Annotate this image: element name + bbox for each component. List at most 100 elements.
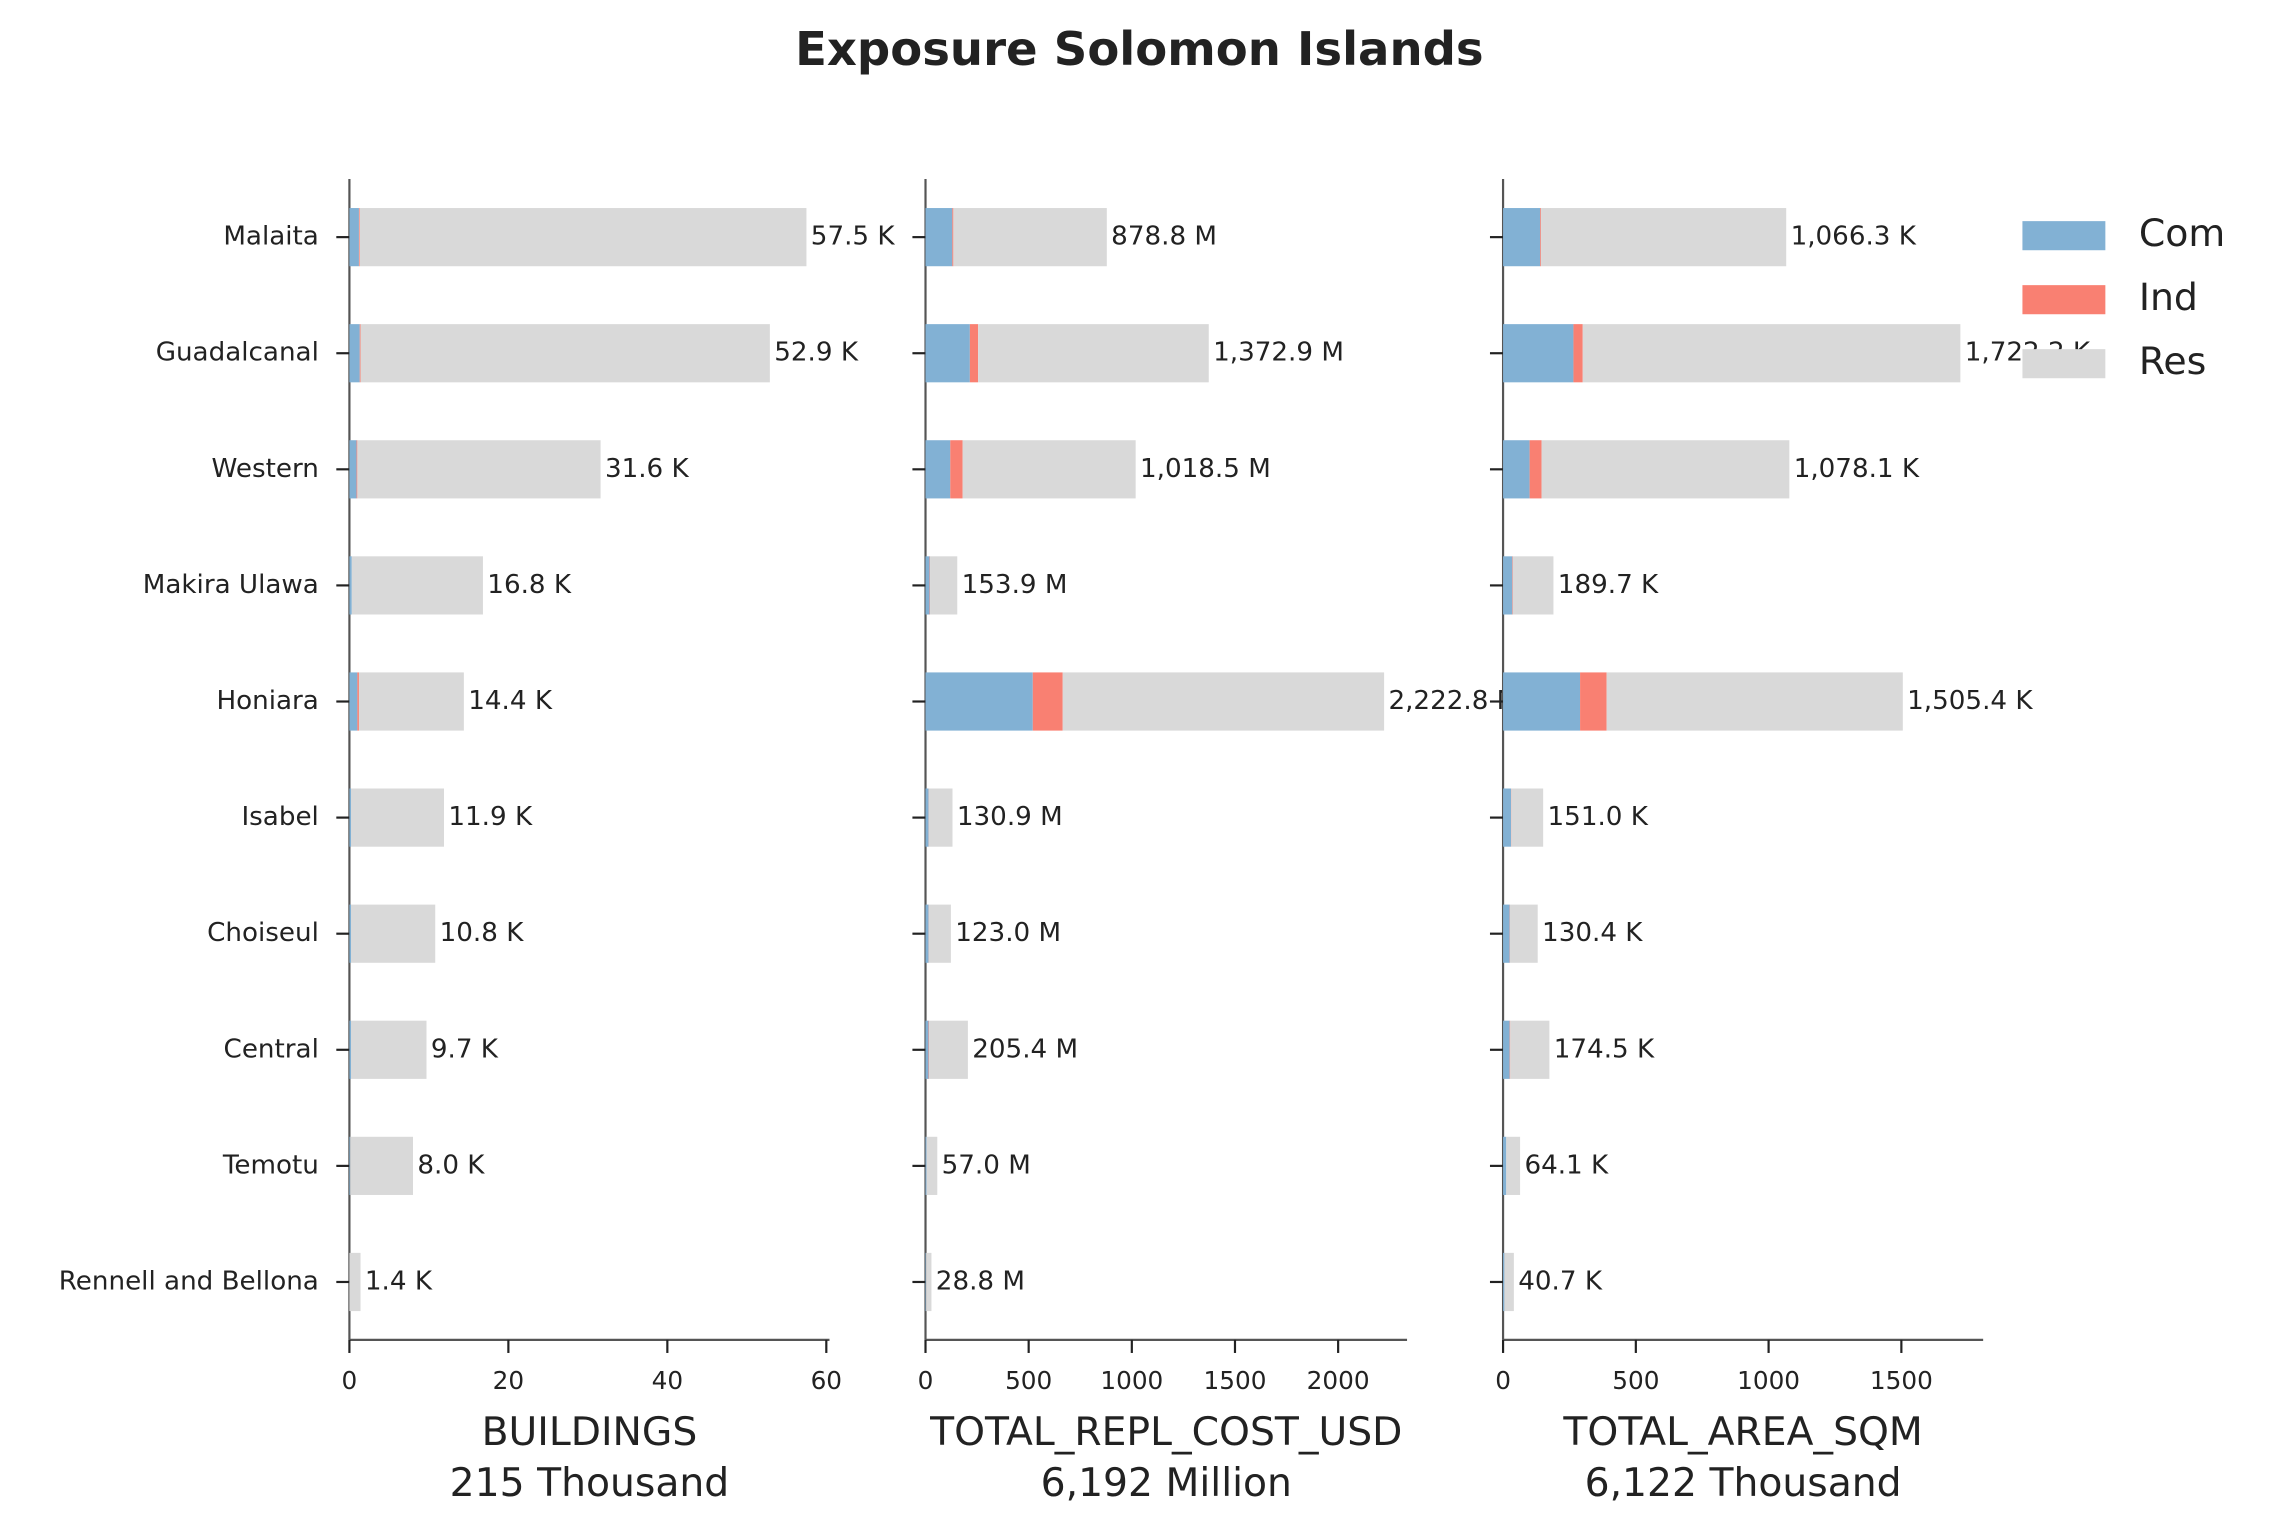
value-label: 878.8 M <box>1111 222 1217 252</box>
value-label: 123.0 M <box>955 918 1061 948</box>
bar-segment <box>1503 672 1581 731</box>
bar-segment <box>953 208 1107 267</box>
y-tick-label: Makira Ulawa <box>143 570 319 600</box>
bar-segment <box>1503 208 1541 267</box>
value-label: 1.4 K <box>365 1266 433 1296</box>
legend-label: Ind <box>2139 275 2198 319</box>
legend-swatch <box>2022 349 2106 379</box>
x-tick-label: 1500 <box>1204 1366 1267 1395</box>
bar-segment <box>925 904 929 963</box>
x-tick-label: 40 <box>652 1366 683 1395</box>
value-label: 205.4 M <box>972 1034 1078 1064</box>
x-axis-title: TOTAL_AREA_SQM <box>1562 1410 1922 1455</box>
bar-segment <box>1509 1020 1511 1079</box>
bar-segment <box>1503 324 1574 383</box>
bar-segment <box>1503 904 1510 963</box>
bar-segment <box>1509 904 1538 963</box>
bar-segment <box>359 324 361 383</box>
legend-label: Com <box>2139 211 2225 255</box>
bar-segment <box>359 208 807 267</box>
x-tick-label: 1000 <box>1737 1366 1800 1395</box>
value-label: 40.7 K <box>1518 1266 1603 1296</box>
bar-segment <box>1541 208 1787 267</box>
x-tick-label: 20 <box>493 1366 524 1395</box>
value-label: 57.0 M <box>942 1150 1031 1180</box>
bar-segment <box>1512 556 1554 615</box>
bar-segment <box>1606 672 1903 731</box>
y-tick-label: Western <box>212 454 319 484</box>
value-label: 11.9 K <box>448 802 533 832</box>
y-tick-label: Guadalcanal <box>156 338 319 368</box>
value-label: 1,078.1 K <box>1794 454 1920 484</box>
bar-segment <box>969 324 979 383</box>
x-tick-label: 0 <box>342 1366 358 1395</box>
value-label: 189.7 K <box>1558 570 1659 600</box>
bar-segment <box>350 1020 427 1079</box>
bar-segment <box>925 208 953 267</box>
legend-swatch <box>2022 285 2106 315</box>
bar-segment <box>926 1136 938 1195</box>
value-label: 151.0 K <box>1548 802 1649 832</box>
bar-segment <box>1510 1020 1550 1079</box>
bar-segment <box>1529 440 1542 499</box>
value-label: 153.9 M <box>962 570 1068 600</box>
bar-segment <box>1032 672 1063 731</box>
x-tick-label: 1500 <box>1870 1366 1933 1395</box>
bar-segment <box>1503 1020 1510 1079</box>
bar-segment <box>350 788 444 847</box>
bar-segment <box>358 672 464 731</box>
bar-segment <box>928 788 953 847</box>
bar-segment <box>978 324 1209 383</box>
bar-segment <box>1511 788 1544 847</box>
value-label: 64.1 K <box>1524 1150 1609 1180</box>
bar-segment <box>925 324 970 383</box>
x-axis-subtitle: 215 Thousand <box>450 1461 730 1506</box>
bar-segment <box>1512 556 1513 615</box>
value-label: 10.8 K <box>440 918 525 948</box>
x-tick-label: 60 <box>811 1366 842 1395</box>
y-tick-label: Choiseul <box>207 918 319 948</box>
value-label: 28.8 M <box>936 1266 1025 1296</box>
bar-segment <box>1582 324 1961 383</box>
x-axis-subtitle: 6,122 Thousand <box>1585 1461 1902 1506</box>
value-label: 31.6 K <box>605 454 690 484</box>
bar-segment <box>350 904 436 963</box>
value-label: 1,066.3 K <box>1791 222 1917 252</box>
x-tick-label: 1000 <box>1100 1366 1163 1395</box>
bar-segment <box>1503 556 1513 615</box>
value-label: 1,372.9 M <box>1213 338 1344 368</box>
value-label: 130.4 K <box>1542 918 1643 948</box>
bar-segment <box>928 904 951 963</box>
bar-segment <box>349 672 358 731</box>
bar-segment <box>1062 672 1385 731</box>
bar-segment <box>929 1020 968 1079</box>
value-label: 8.0 K <box>417 1150 485 1180</box>
bar-segment <box>349 904 351 963</box>
value-label: 1,018.5 M <box>1140 454 1271 484</box>
x-tick-label: 0 <box>1495 1366 1511 1395</box>
x-tick-label: 2000 <box>1307 1366 1370 1395</box>
bar-segment <box>1503 1136 1507 1195</box>
value-label: 1,505.4 K <box>1907 686 2033 716</box>
bar-segment <box>925 1252 927 1312</box>
value-label: 14.4 K <box>468 686 553 716</box>
bar-segment <box>925 788 929 847</box>
bar-segment <box>356 440 358 499</box>
x-axis-title: TOTAL_REPL_COST_USD <box>929 1410 1402 1455</box>
bar-segment <box>358 208 360 267</box>
bar-segment <box>1503 1252 1505 1312</box>
bar-segment <box>1540 208 1542 267</box>
bar-segment <box>952 208 954 267</box>
legend-swatch <box>2022 221 2106 251</box>
bar-segment <box>950 440 963 499</box>
y-tick-label: Isabel <box>241 802 318 832</box>
bar-segment <box>349 556 352 615</box>
bar-segment <box>349 1136 351 1195</box>
bar-segment <box>930 556 958 615</box>
y-tick-label: Honiara <box>216 686 318 716</box>
bar-segment <box>349 1020 351 1079</box>
bar-segment <box>1573 324 1583 383</box>
x-tick-label: 500 <box>1612 1366 1659 1395</box>
x-tick-label: 500 <box>1005 1366 1052 1395</box>
chart-title: Exposure Solomon Islands <box>795 22 1484 76</box>
